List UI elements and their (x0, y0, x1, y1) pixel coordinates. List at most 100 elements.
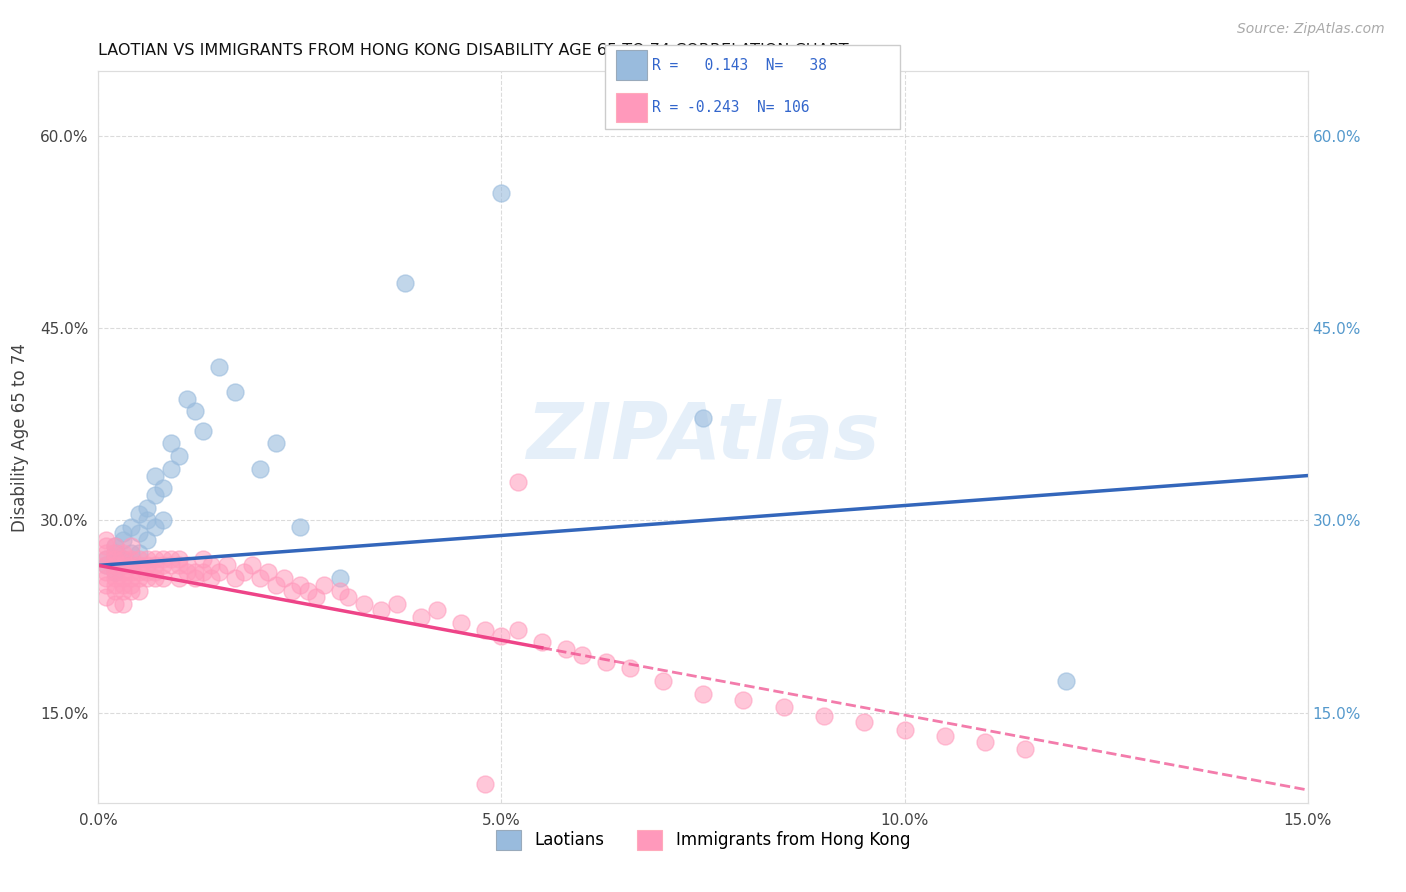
Point (200, 558, 222, 573)
Point (111, 558, 134, 573)
Text: R =   0.143  N=   38: R = 0.143 N= 38 (652, 58, 827, 73)
Point (256, 565, 278, 579)
Point (176, 565, 198, 579)
Point (135, 533, 157, 547)
Point (595, 655, 617, 669)
Point (1054, 673, 1077, 688)
Point (120, 520, 142, 534)
Point (281, 584, 304, 599)
Point (249, 571, 271, 585)
Point (249, 462, 271, 476)
Point (103, 584, 125, 599)
Point (103, 545, 125, 559)
Point (120, 577, 142, 591)
Point (208, 359, 231, 374)
Point (506, 475, 529, 489)
Legend: Laotians, Immigrants from Hong Kong: Laotians, Immigrants from Hong Kong (489, 823, 917, 856)
Point (143, 552, 166, 566)
Point (329, 584, 352, 599)
Point (193, 565, 215, 579)
Point (217, 558, 239, 573)
Point (264, 577, 287, 591)
Point (96, 545, 118, 559)
Point (152, 514, 174, 528)
Point (224, 385, 246, 400)
Point (176, 558, 198, 573)
Point (143, 488, 166, 502)
Point (120, 545, 142, 559)
Point (120, 539, 142, 553)
Point (224, 571, 246, 585)
Point (813, 708, 835, 723)
Point (167, 552, 190, 566)
Point (143, 558, 166, 573)
Point (143, 571, 166, 585)
Point (571, 648, 593, 663)
Point (893, 723, 915, 737)
Point (152, 571, 174, 585)
Point (128, 552, 150, 566)
Point (167, 558, 190, 573)
Point (111, 533, 134, 547)
Point (167, 450, 190, 464)
Point (176, 392, 198, 406)
Point (193, 424, 215, 438)
Point (314, 577, 336, 591)
Point (111, 577, 134, 591)
Point (128, 584, 150, 599)
Point (103, 597, 125, 611)
Point (160, 552, 183, 566)
Point (491, 186, 513, 201)
Point (974, 735, 997, 749)
Point (103, 558, 125, 573)
Point (273, 571, 295, 585)
Point (264, 436, 287, 450)
Point (103, 577, 125, 591)
Point (297, 584, 319, 599)
Point (692, 687, 714, 701)
Point (160, 462, 183, 476)
Point (96, 577, 118, 591)
Y-axis label: Disability Age 65 to 74: Disability Age 65 to 74 (11, 343, 30, 532)
Point (184, 565, 207, 579)
Point (152, 482, 174, 496)
Point (305, 591, 328, 605)
Point (120, 558, 142, 573)
Point (128, 571, 150, 585)
Point (353, 597, 375, 611)
Point (160, 436, 183, 450)
Point (120, 571, 142, 585)
Point (288, 520, 311, 534)
Point (409, 609, 432, 624)
Point (385, 597, 408, 611)
Text: LAOTIAN VS IMMIGRANTS FROM HONG KONG DISABILITY AGE 65 TO 74 CORRELATION CHART: LAOTIAN VS IMMIGRANTS FROM HONG KONG DIS… (98, 43, 849, 58)
Point (135, 558, 157, 573)
Point (103, 552, 125, 566)
Point (103, 565, 125, 579)
Point (394, 276, 416, 290)
Point (288, 577, 311, 591)
Point (152, 552, 174, 566)
Point (651, 673, 673, 688)
Point (111, 597, 134, 611)
Point (733, 693, 755, 707)
Point (143, 468, 166, 483)
Point (491, 629, 513, 643)
Point (120, 565, 142, 579)
Point (184, 571, 207, 585)
Point (120, 558, 142, 573)
Point (128, 526, 150, 541)
Point (853, 714, 876, 729)
Point (135, 500, 157, 515)
Point (506, 623, 529, 637)
Point (96, 552, 118, 566)
Point (240, 558, 263, 573)
Point (530, 635, 553, 649)
Point (103, 539, 125, 553)
Point (96, 552, 118, 566)
Point (128, 565, 150, 579)
Point (128, 558, 150, 573)
Text: Source: ZipAtlas.com: Source: ZipAtlas.com (1237, 22, 1385, 37)
Point (111, 571, 134, 585)
Point (111, 526, 134, 541)
